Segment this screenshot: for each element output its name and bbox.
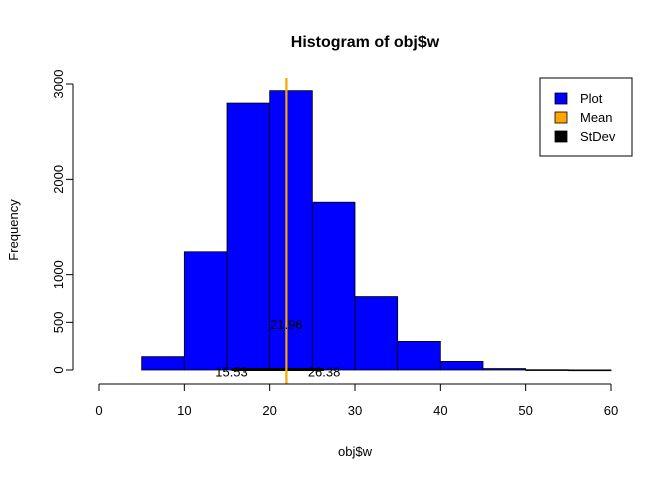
- x-axis: 0 10 20 30 40 50 60: [95, 383, 618, 418]
- histogram-bar-11: [567, 369, 612, 372]
- legend-swatch: [554, 130, 568, 143]
- x-tick-label: 0: [95, 403, 102, 418]
- histogram-bar-3: [226, 102, 271, 371]
- y-tick-label: 0: [51, 366, 66, 373]
- histogram-bars: [141, 90, 612, 372]
- x-tick-label: 20: [262, 403, 276, 418]
- mean-value-label: 21.96: [270, 317, 303, 332]
- stdev-annotation: 15.53 26.38: [215, 365, 340, 380]
- histogram-bar-7: [397, 340, 441, 371]
- y-axis-label: Frequency: [6, 199, 21, 261]
- y-tick-label: 1000: [51, 260, 66, 289]
- y-tick-label: 3000: [51, 70, 66, 99]
- mean-annotation: 21.96: [270, 78, 303, 384]
- legend-swatch: [554, 92, 568, 105]
- histogram-bar-1: [141, 356, 185, 371]
- legend-label: Plot: [580, 91, 603, 106]
- legend-swatch: [554, 111, 568, 124]
- x-tick-label: 30: [348, 403, 362, 418]
- histogram-bar-8: [439, 361, 484, 371]
- y-axis: 0 500 1000 2000 3000: [51, 70, 74, 374]
- x-tick-label: 60: [604, 403, 618, 418]
- legend-label: Mean: [580, 110, 613, 125]
- stdev-high-label: 26.38: [308, 365, 341, 380]
- stdev-low-label: 15.53: [215, 365, 248, 380]
- histogram-bar-5: [311, 201, 356, 371]
- x-tick-label: 10: [177, 403, 191, 418]
- histogram-bar-10: [525, 369, 569, 371]
- y-tick-label: 2000: [51, 165, 66, 194]
- histogram-bar-4: [269, 90, 313, 371]
- legend-label: StDev: [580, 129, 616, 144]
- y-tick-label: 500: [51, 311, 66, 333]
- x-axis-label: obj$w: [338, 444, 373, 459]
- chart-title: Histogram of obj$w: [291, 34, 440, 51]
- legend: Plot Mean StDev: [539, 77, 633, 157]
- x-tick-label: 40: [433, 403, 447, 418]
- histogram-bar-6: [354, 296, 399, 371]
- x-tick-label: 50: [518, 403, 532, 418]
- histogram-bar-2: [183, 251, 228, 371]
- histogram-bar-9: [482, 368, 527, 371]
